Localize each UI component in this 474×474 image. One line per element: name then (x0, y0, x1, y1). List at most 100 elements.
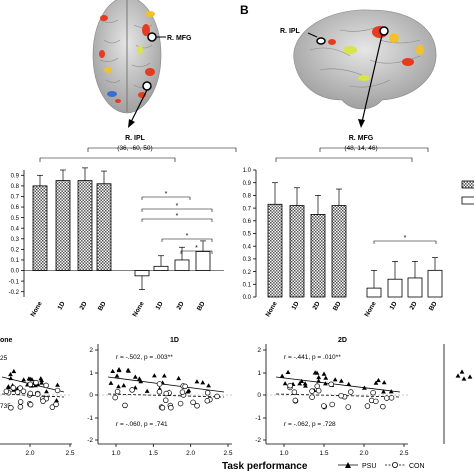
con-point (49, 404, 56, 410)
significance-bracket (141, 196, 191, 200)
con-point (309, 394, 315, 400)
y-tick-label: -0.1 (9, 279, 20, 285)
con-point (17, 404, 24, 410)
y-tick-label: -2 (255, 437, 261, 444)
regression-line-con (1, 393, 65, 398)
scatter-title: one (0, 337, 13, 344)
con-point (40, 398, 46, 404)
scatter-panel: one 25 735 (0, 337, 72, 411)
psu-point (55, 382, 60, 387)
y-tick-label: -1 (255, 415, 261, 422)
significance-star: * (176, 213, 179, 220)
bar (289, 205, 305, 298)
psu-point (323, 381, 328, 386)
y-tick-label: 0.8 (243, 194, 252, 200)
significance-star: * (404, 235, 407, 242)
scatter-stat: r = -.062, p = .728 (284, 421, 336, 428)
con-point (14, 389, 21, 395)
psu-point (362, 385, 367, 390)
con-point (179, 389, 186, 395)
psu-point (186, 388, 192, 393)
con-point (177, 400, 184, 407)
y-tick-label: 0.0 (11, 269, 20, 275)
y-tick-label: 0.0 (243, 295, 252, 301)
con-point (291, 389, 298, 395)
significance-bracket (161, 238, 213, 242)
con-point (156, 389, 163, 395)
scatter-title: 1D (170, 337, 179, 344)
bar (32, 185, 48, 271)
y-tick-label: 0.3 (243, 257, 252, 263)
bar-chart-right: 1.0 0.9 0.8 0.7 0.6 0.5 0.4 0.3 0.2 0.1 0.0 None 1D 2… (243, 147, 443, 318)
psu-point (137, 376, 142, 381)
psu-point (54, 397, 59, 403)
psu-point (8, 375, 14, 381)
y-tick-label: 0.4 (11, 226, 20, 232)
bar (134, 270, 150, 277)
psu-point (161, 373, 167, 378)
bar (310, 214, 326, 298)
psu-point (125, 367, 131, 372)
psu-point (282, 381, 288, 386)
bar (153, 265, 169, 271)
category-label: 2D (409, 300, 419, 311)
con-point (114, 388, 121, 395)
y-tick-label: 0.6 (243, 219, 252, 225)
psu-point (200, 380, 206, 385)
psu-point (114, 373, 120, 378)
bar (77, 180, 93, 271)
y-tick-label: 0.8 (11, 184, 20, 190)
regression-line-psu (275, 376, 401, 393)
scatter-stat: 25 (0, 355, 8, 362)
y-tick-label: 1 (89, 370, 93, 377)
psu-point (297, 381, 303, 386)
con-point (156, 381, 163, 387)
con-point (54, 387, 61, 394)
y-tick-label: -0.2 (9, 290, 20, 296)
psu-point (110, 368, 116, 374)
psu-point (461, 376, 467, 381)
psu-point (299, 378, 305, 383)
scatter-title: 2D (338, 337, 347, 344)
psu-point (27, 376, 33, 381)
con-point (162, 397, 169, 404)
y-tick-label: 0.7 (243, 206, 252, 212)
con-point (43, 382, 49, 389)
scatter-stat: r = -.502, p = .003** (116, 354, 173, 361)
group-bracket (39, 157, 176, 162)
x-tick-label: 2.5 (399, 450, 408, 457)
psu-point (302, 381, 308, 386)
con-point (345, 404, 351, 410)
y-tick-label: 2 (89, 347, 93, 354)
con-point (194, 403, 200, 409)
psu-point (338, 378, 344, 383)
psu-point (346, 381, 352, 386)
significance-star: * (195, 245, 198, 252)
category-label: 2D (176, 300, 186, 311)
psu-point (6, 385, 11, 390)
con-point (380, 403, 386, 410)
group-bracket (275, 157, 413, 162)
psu-point (316, 378, 322, 383)
psu-point (332, 377, 338, 382)
x-tick-label: 1.5 (319, 450, 328, 457)
bar (96, 183, 112, 271)
bar (331, 205, 347, 298)
psu-point (467, 374, 473, 379)
con-point (10, 385, 17, 391)
psu-point (21, 377, 27, 382)
con-point (364, 403, 371, 409)
psu-point (39, 377, 45, 383)
ipl-roi-marker-b (316, 37, 326, 45)
con-point (112, 394, 118, 401)
con-point (27, 381, 34, 388)
con-point (292, 397, 299, 404)
category-label: None (30, 300, 44, 318)
scatter-panels: one 25 735 1D r = -.502, p = .003** r = -.060… (0, 337, 473, 457)
category-label: BD (428, 300, 439, 312)
con-point (163, 390, 169, 397)
legend: PSU CON (338, 461, 425, 470)
con-point (33, 379, 39, 386)
y-tick-label: 2 (257, 347, 261, 354)
